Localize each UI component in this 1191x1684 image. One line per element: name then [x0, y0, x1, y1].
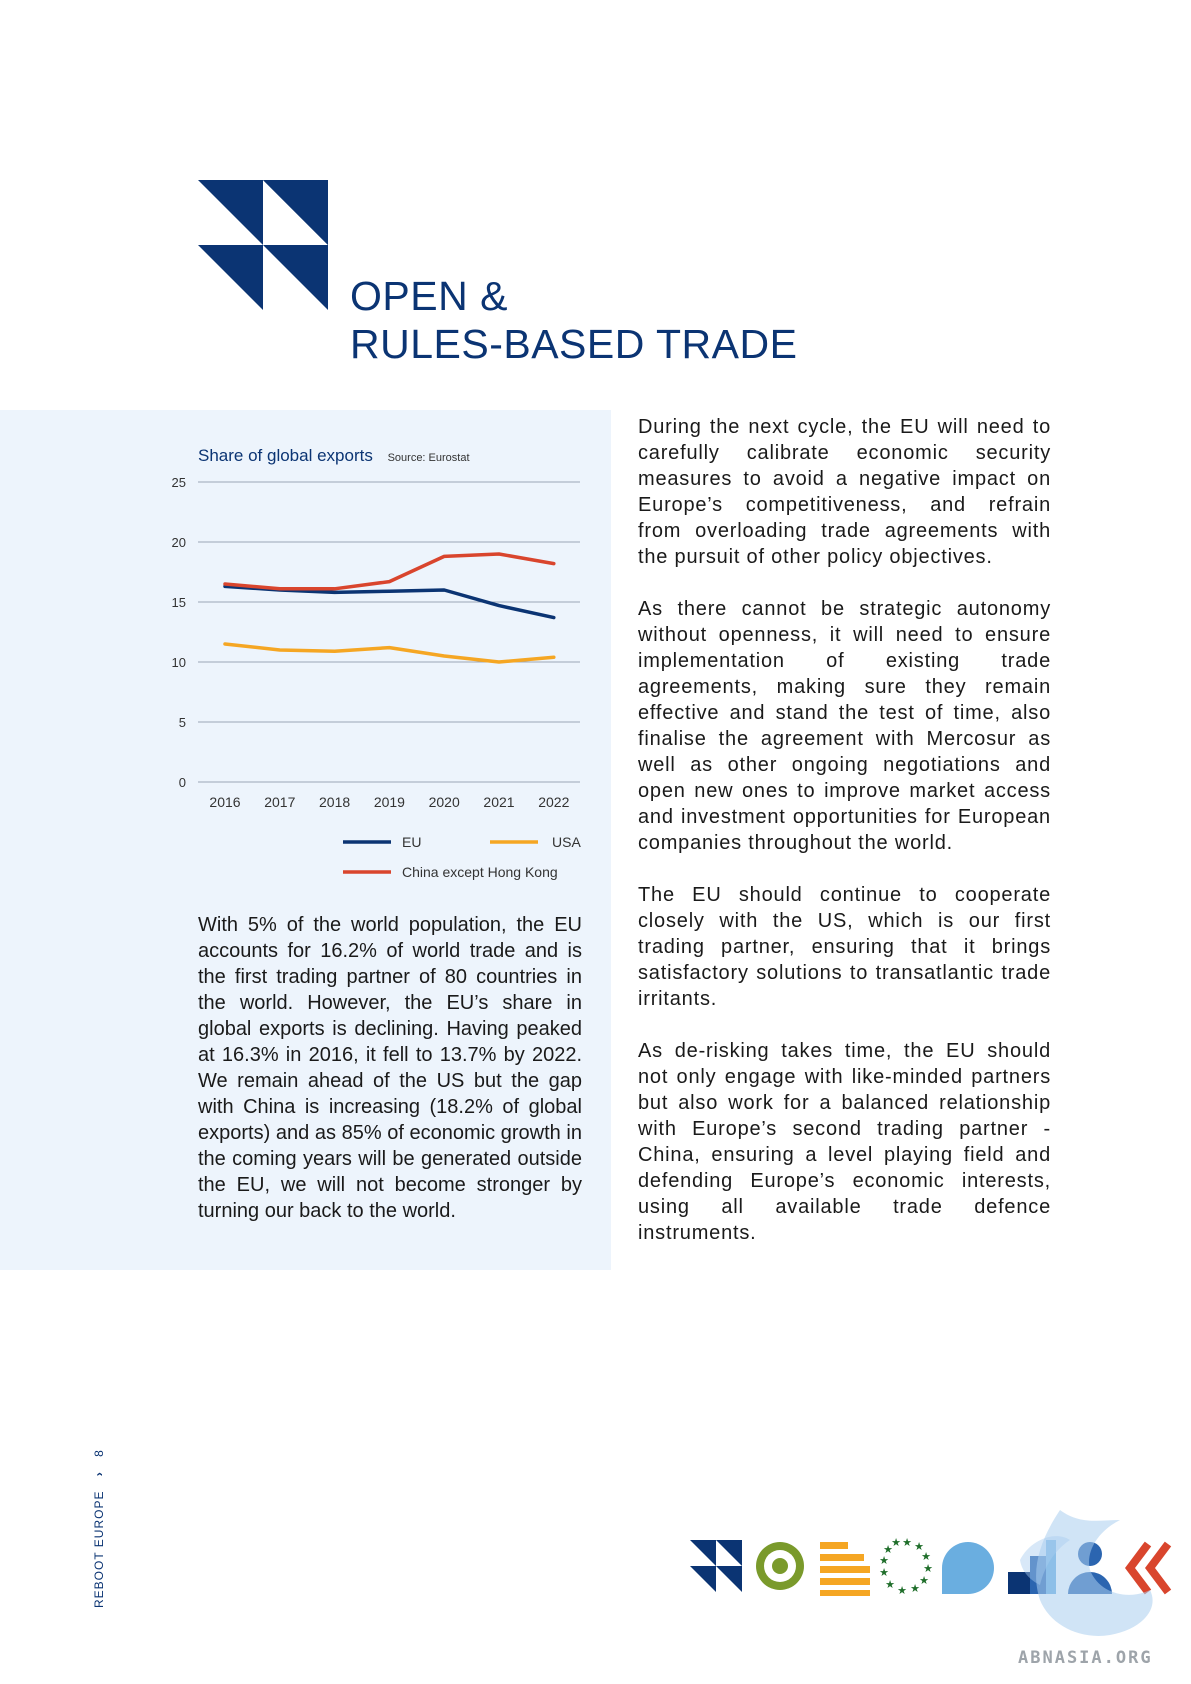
chevron-right-icon: › — [92, 1471, 106, 1477]
x-tick-label: 2020 — [429, 794, 460, 810]
legend-label: EU — [402, 834, 421, 850]
publication-name: REBOOT EUROPE — [92, 1490, 106, 1608]
target-icon — [756, 1542, 804, 1590]
watermark-text: ABNASIA.ORG — [1018, 1648, 1153, 1668]
x-tick-label: 2018 — [319, 794, 350, 810]
right-paragraph-3: The EU should continue to cooperate clos… — [638, 884, 1051, 1010]
speech-bubble-icon — [942, 1542, 994, 1594]
right-paragraph-4: As de-risking takes time, the EU should … — [638, 1040, 1051, 1244]
y-tick-label: 5 — [179, 715, 186, 730]
chart-title-text: Share of global exports — [198, 446, 373, 465]
x-tick-label: 2022 — [538, 794, 569, 810]
series-line — [223, 642, 556, 664]
svg-text:★: ★ — [891, 1536, 901, 1549]
legend-label: USA — [552, 834, 581, 850]
y-tick-label: 15 — [172, 595, 186, 610]
right-paragraph-2: As there cannot be strategic autonomy wi… — [638, 598, 1051, 854]
svg-text:★: ★ — [914, 1540, 924, 1553]
svg-text:★: ★ — [910, 1582, 920, 1595]
svg-text:★: ★ — [902, 1536, 912, 1549]
x-tick-label: 2021 — [483, 794, 514, 810]
trade-triangles-icon — [690, 1540, 742, 1592]
page-footer-label: REBOOT EUROPE › 8 — [92, 1449, 106, 1608]
svg-text:★: ★ — [885, 1578, 895, 1591]
svg-text:★: ★ — [897, 1584, 907, 1597]
chart-title: Share of global exports Source: Eurostat — [198, 446, 470, 466]
x-tick-label: 2016 — [209, 794, 240, 810]
right-column: During the next cycle, the EU will need … — [638, 414, 1051, 1272]
stacked-bars-icon — [820, 1542, 870, 1596]
page-number: 8 — [92, 1449, 106, 1457]
svg-text:★: ★ — [923, 1562, 933, 1575]
svg-text:★: ★ — [919, 1574, 929, 1587]
title-line-2: RULES-BASED TRADE — [350, 321, 798, 367]
y-tick-label: 10 — [172, 655, 186, 670]
exports-line-chart: 0 5 10 15 20 25 2016 2017 2018 2019 2020 2021 2022 EU… — [172, 475, 582, 880]
svg-text:★: ★ — [921, 1550, 931, 1563]
left-body-text: With 5% of the world population, the EU … — [198, 914, 582, 1222]
svg-text:★: ★ — [879, 1566, 889, 1579]
series-line — [223, 552, 556, 591]
svg-text:★: ★ — [879, 1554, 889, 1567]
legend-label: China except Hong Kong — [402, 864, 558, 880]
y-tick-label: 20 — [172, 535, 186, 550]
y-tick-label: 0 — [179, 775, 186, 790]
right-paragraph-1: During the next cycle, the EU will need … — [638, 416, 1051, 568]
x-tick-label: 2017 — [264, 794, 295, 810]
x-tick-label: 2019 — [374, 794, 405, 810]
y-tick-label: 25 — [172, 475, 186, 490]
eu-stars-icon: ★ ★★ ★★★ ★★★ ★★★ — [879, 1536, 933, 1597]
griffin-watermark-icon — [1020, 1510, 1153, 1636]
page-title: OPEN & RULES-BASED TRADE — [350, 272, 797, 368]
chart-panel — [0, 410, 611, 1270]
double-chevron-icon — [1125, 1541, 1172, 1595]
triangle-logo-icon — [198, 180, 328, 310]
svg-text:★: ★ — [883, 1543, 893, 1556]
chart-source: Source: Eurostat — [387, 452, 470, 464]
title-line-1: OPEN & — [350, 273, 508, 319]
